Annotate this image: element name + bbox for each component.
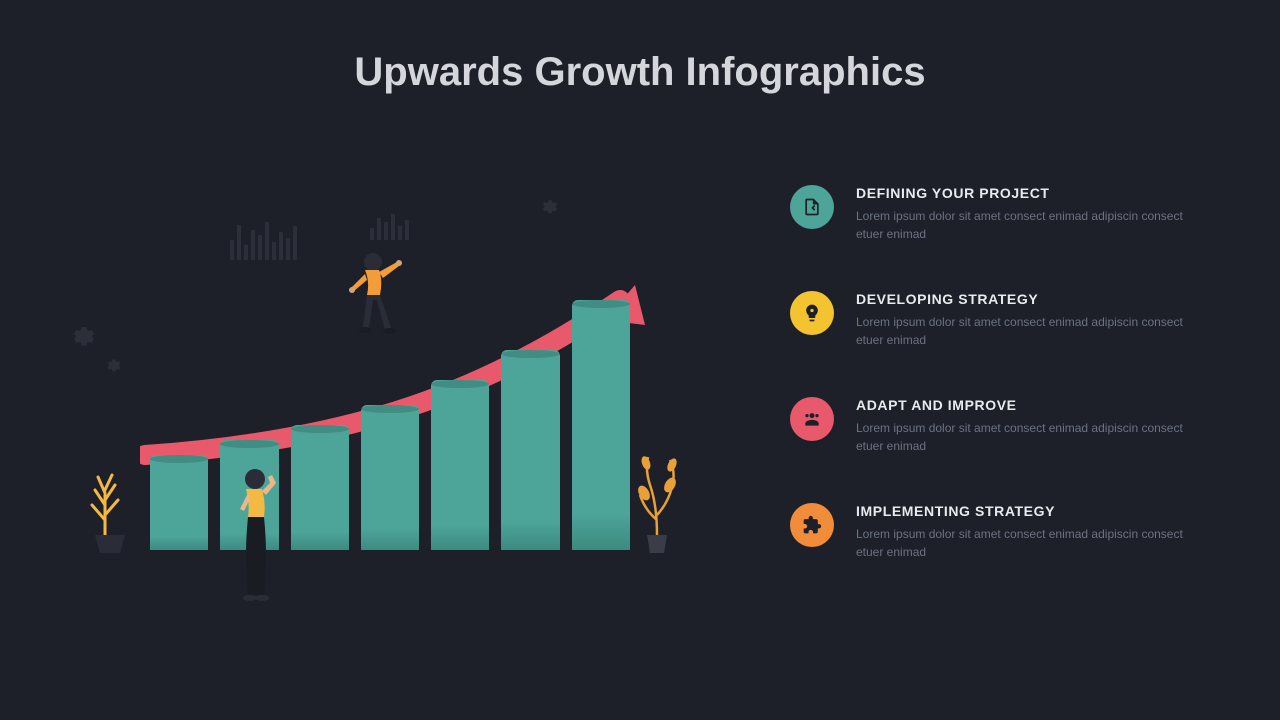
feature-item: DEFINING YOUR PROJECT Lorem ipsum dolor … <box>790 185 1190 243</box>
feature-text: IMPLEMENTING STRATEGY Lorem ipsum dolor … <box>856 503 1190 561</box>
person-top <box>335 250 415 360</box>
feature-title: DEFINING YOUR PROJECT <box>856 185 1190 201</box>
gear-icon <box>105 355 123 373</box>
feature-item: ADAPT AND IMPROVE Lorem ipsum dolor sit … <box>790 397 1190 455</box>
feature-text: DEFINING YOUR PROJECT Lorem ipsum dolor … <box>856 185 1190 243</box>
gear-icon <box>70 320 98 348</box>
chart-bar <box>150 455 208 550</box>
feature-item: DEVELOPING STRATEGY Lorem ipsum dolor si… <box>790 291 1190 349</box>
puzzle-icon <box>790 503 834 547</box>
chart-bar <box>501 350 559 550</box>
mini-chart-icon <box>370 210 409 240</box>
lightbulb-icon <box>790 291 834 335</box>
feature-text: DEVELOPING STRATEGY Lorem ipsum dolor si… <box>856 291 1190 349</box>
gear-icon <box>540 195 560 215</box>
plant-left-icon <box>80 465 140 555</box>
person-bottom <box>220 465 290 615</box>
feature-text: ADAPT AND IMPROVE Lorem ipsum dolor sit … <box>856 397 1190 455</box>
page-title: Upwards Growth Infographics <box>0 50 1280 95</box>
plant-right-icon <box>630 445 685 555</box>
feature-desc: Lorem ipsum dolor sit amet consect enima… <box>856 419 1190 455</box>
document-icon <box>790 185 834 229</box>
feature-title: DEVELOPING STRATEGY <box>856 291 1190 307</box>
chart-bar <box>291 425 349 550</box>
chart-bar <box>361 405 419 550</box>
growth-chart <box>100 230 660 610</box>
chart-bar <box>431 380 489 550</box>
feature-title: IMPLEMENTING STRATEGY <box>856 503 1190 519</box>
feature-list: DEFINING YOUR PROJECT Lorem ipsum dolor … <box>790 185 1190 561</box>
mini-chart-icon <box>230 220 297 260</box>
chart-bar <box>572 300 630 550</box>
feature-desc: Lorem ipsum dolor sit amet consect enima… <box>856 207 1190 243</box>
people-icon <box>790 397 834 441</box>
feature-desc: Lorem ipsum dolor sit amet consect enima… <box>856 525 1190 561</box>
feature-desc: Lorem ipsum dolor sit amet consect enima… <box>856 313 1190 349</box>
feature-item: IMPLEMENTING STRATEGY Lorem ipsum dolor … <box>790 503 1190 561</box>
feature-title: ADAPT AND IMPROVE <box>856 397 1190 413</box>
